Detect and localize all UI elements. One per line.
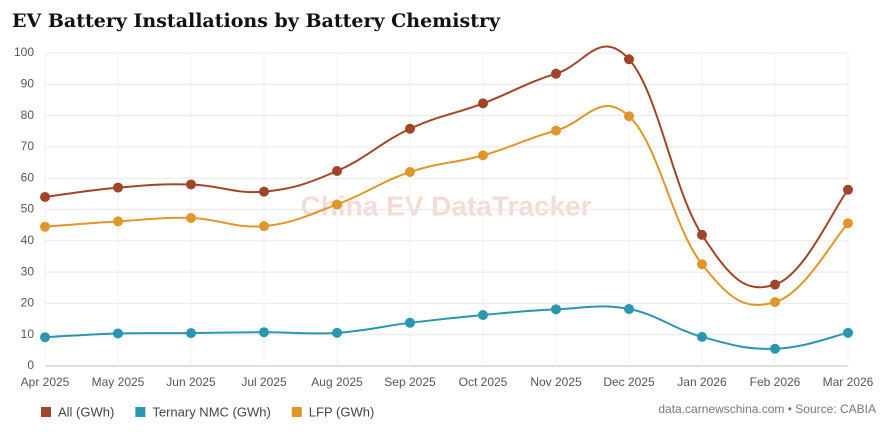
data-point	[259, 221, 269, 232]
legend-item[interactable]: LFP (GWh)	[291, 404, 375, 419]
y-tick-label: 20	[21, 296, 35, 310]
x-tick-label: Feb 2026	[750, 375, 801, 389]
data-point	[40, 221, 50, 232]
data-point	[843, 218, 853, 229]
series-line	[44, 305, 849, 350]
legend-item[interactable]: All (GWh)	[41, 404, 114, 419]
data-point	[259, 186, 269, 197]
grid	[44, 52, 849, 367]
x-tick-label: Mar 2026	[823, 375, 874, 389]
y-tick-label: 40	[21, 233, 35, 247]
data-point	[332, 166, 342, 177]
y-tick-label: 0	[27, 358, 34, 372]
data-point	[332, 199, 342, 210]
x-tick-label: Apr 2025	[21, 375, 70, 389]
data-point	[843, 184, 853, 195]
x-tick-label: Oct 2025	[459, 375, 508, 389]
data-point	[478, 150, 488, 161]
data-point	[551, 304, 561, 315]
data-point	[551, 68, 561, 79]
data-point	[624, 304, 634, 315]
source: data.carnewschina.com • Source: CABIA	[658, 402, 876, 416]
data-point	[478, 309, 488, 320]
data-point	[332, 327, 342, 338]
legend-label: Ternary NMC (GWh)	[152, 404, 270, 419]
legend-label: LFP (GWh)	[309, 404, 375, 419]
x-tick-label: Jun 2025	[166, 375, 216, 389]
data-point	[405, 166, 415, 177]
data-point	[40, 191, 50, 202]
watermark: China EV DataTracker	[300, 190, 591, 221]
x-tick-label: Jan 2026	[677, 375, 727, 389]
y-tick-label: 50	[21, 202, 35, 216]
data-point	[624, 111, 634, 122]
y-tick-label: 90	[21, 76, 35, 90]
data-point	[405, 123, 415, 134]
x-tick-label: Dec 2025	[603, 375, 655, 389]
data-point	[405, 317, 415, 328]
x-tick-label: May 2025	[92, 375, 145, 389]
legend-swatch	[41, 407, 51, 417]
y-tick-label: 70	[21, 139, 35, 153]
y-tick-label: 30	[21, 264, 35, 278]
y-tick-label: 60	[21, 170, 35, 184]
data-point	[113, 216, 123, 227]
data-point	[697, 229, 707, 240]
data-point	[259, 327, 269, 338]
data-point	[186, 212, 196, 223]
x-tick-label: Nov 2025	[530, 375, 582, 389]
y-tick-label: 10	[21, 327, 35, 341]
x-tick-label: Sep 2025	[384, 375, 436, 389]
data-point	[186, 179, 196, 190]
x-tick-label: Aug 2025	[311, 375, 363, 389]
chart-title: EV Battery Installations by Battery Chem…	[12, 10, 501, 32]
x-tick-label: Jul 2025	[241, 375, 287, 389]
y-tick-label: 80	[21, 108, 35, 122]
legend-swatch	[135, 407, 146, 417]
data-point	[478, 98, 488, 109]
legend-item[interactable]: Ternary NMC (GWh)	[135, 404, 271, 419]
data-point	[186, 328, 196, 339]
data-point	[40, 332, 50, 343]
data-point	[697, 259, 707, 270]
data-point	[113, 328, 123, 339]
data-point	[770, 343, 780, 354]
data-point	[697, 331, 707, 342]
data-point	[113, 182, 123, 193]
legend-swatch	[291, 407, 302, 417]
series-line	[44, 45, 849, 289]
data-point	[843, 327, 853, 338]
data-point	[770, 297, 780, 308]
data-point	[770, 279, 780, 290]
data-point	[551, 125, 561, 136]
y-tick-label: 100	[14, 45, 34, 59]
legend-label: All (GWh)	[58, 404, 114, 419]
data-point	[624, 54, 634, 65]
